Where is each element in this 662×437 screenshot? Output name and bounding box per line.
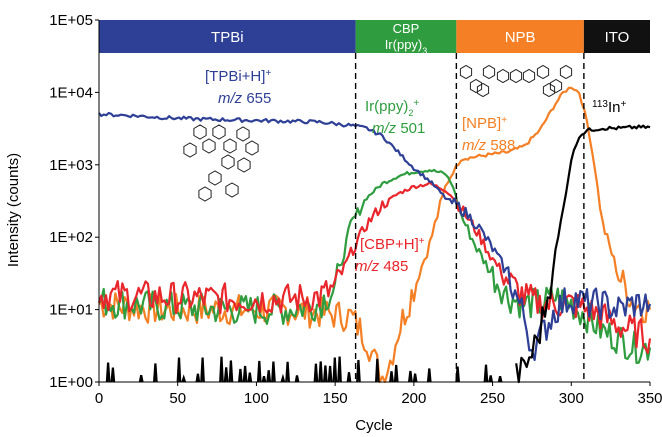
series-line (515, 124, 651, 384)
y-tick-label: 1E+02 (49, 229, 93, 246)
y-tick-label: 1E+04 (49, 84, 93, 101)
layer-label-npb: NPB (505, 29, 536, 46)
y-tick-label: 1E+05 (49, 12, 93, 29)
layer-label-ito: ITO (605, 29, 630, 46)
npb-structure-icon (459, 64, 573, 98)
tpbi-structure-icon (183, 124, 259, 202)
annotation-cbp-mz: m/z 485 (355, 258, 408, 275)
y-tick-label: 1E+00 (49, 374, 93, 391)
x-axis-title: Cycle (355, 417, 393, 434)
x-tick-label: 150 (323, 390, 348, 407)
annotation-irppy-mz: m/z 501 (372, 120, 425, 137)
y-tick-label: 1E+03 (49, 157, 93, 174)
layer-boundaries (354, 53, 585, 382)
annotation-tpbi-mz: m/z 655 (218, 90, 271, 107)
annotation-irppy-name: Ir(ppy)2+ (365, 98, 419, 119)
series-group (97, 86, 652, 384)
x-tick-label: 300 (559, 390, 584, 407)
layer-band-ito (583, 20, 650, 53)
series-line (98, 111, 652, 362)
annotation-npb-mz: m/z 588 (462, 137, 515, 154)
layer-band-tpbi (99, 20, 356, 53)
annotation-tpbi-name: [TPBi+H]+ (205, 68, 271, 86)
y-tick-label: 1E+01 (49, 302, 93, 319)
layer-band-cbp (355, 20, 457, 53)
axes: 0 50 100 150 200 250 300 350 1E+00 1E+01 1E+02 1E+0… (49, 12, 662, 407)
layer-band-npb (456, 20, 584, 53)
series-annotations: [TPBi+H]+ m/z 655 Ir(ppy)2+m/z 501 [NPB]+ m/… (205, 68, 626, 276)
annotation-in-name: 113In+ (592, 99, 626, 117)
annotation-cbp-name: [CBP+H]+ (360, 236, 425, 254)
series-line (98, 168, 652, 364)
annotation-npb-name: [NPB]+ (462, 115, 507, 133)
molecule-structures (183, 64, 573, 202)
layer-label-cbp: CBP (393, 21, 420, 36)
x-tick-label: 0 (95, 390, 103, 407)
y-axis-title: Intensity (counts) (5, 153, 22, 267)
layer-label-tpbi: TPBi (211, 29, 244, 46)
x-tick-label: 250 (480, 390, 505, 407)
x-tick-label: 50 (169, 390, 186, 407)
series-line (97, 181, 652, 354)
x-tick-label: 200 (401, 390, 426, 407)
series-noise-113in (105, 356, 503, 383)
x-tick-label: 350 (637, 390, 662, 407)
x-tick-label: 100 (244, 390, 269, 407)
layer-sublabel-cbp: Ir(ppy)3 (385, 37, 428, 56)
